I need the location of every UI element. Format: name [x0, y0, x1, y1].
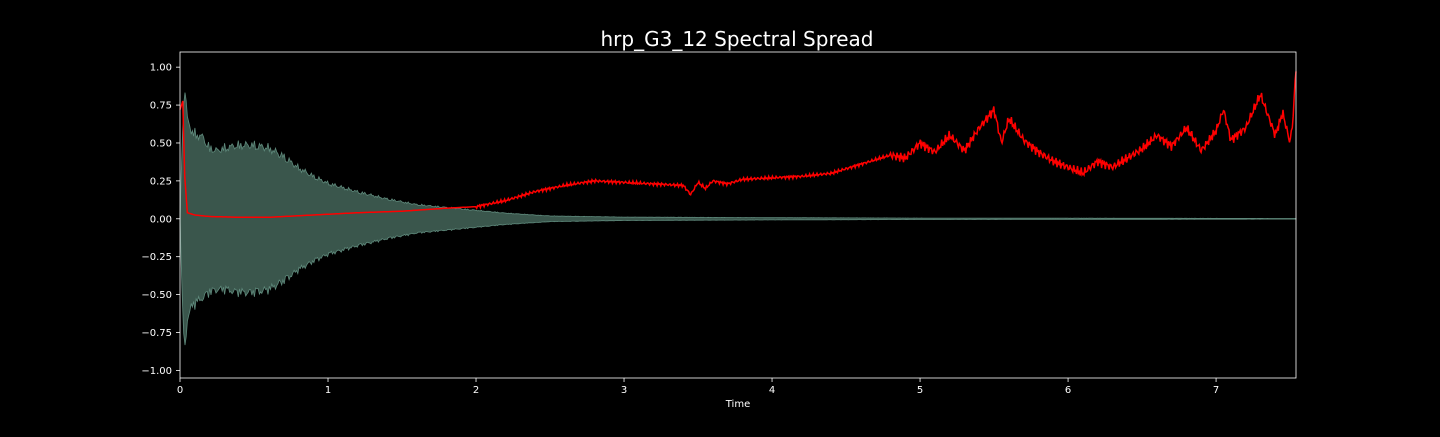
y-tick-label: −0.25 [141, 252, 172, 263]
x-tick-label: 1 [325, 385, 331, 396]
x-tick-label: 7 [1213, 385, 1219, 396]
y-tick-label: 0.75 [150, 101, 172, 112]
x-tick-label: 4 [769, 385, 775, 396]
axes: 0 1 2 3 4 5 6 7 −1.00 −0.75 −0.50 −0.25 0.00 0.25 0.50… [141, 51, 1297, 396]
y-tick-label: −0.75 [141, 328, 172, 339]
x-tick-label: 2 [473, 385, 479, 396]
x-tick-label: 3 [621, 385, 627, 396]
x-axis-label: Time [725, 399, 750, 410]
y-tick-label: 0.50 [150, 138, 172, 149]
y-tick-label: −0.50 [141, 290, 172, 301]
plot-area [179, 71, 1297, 346]
y-tick-label: −1.00 [141, 366, 172, 377]
y-tick-label: 0.00 [150, 214, 172, 225]
chart-title: hrp_G3_12 Spectral Spread [601, 27, 874, 51]
spectral-spread-line [179, 71, 1297, 219]
waveform-envelope [179, 92, 1297, 346]
y-tick-label: 1.00 [150, 63, 172, 74]
x-tick-label: 0 [177, 385, 183, 396]
y-tick-label: 0.25 [150, 176, 172, 187]
x-tick-label: 6 [1065, 385, 1071, 396]
x-tick-label: 5 [917, 385, 923, 396]
axes-frame [179, 51, 1297, 379]
